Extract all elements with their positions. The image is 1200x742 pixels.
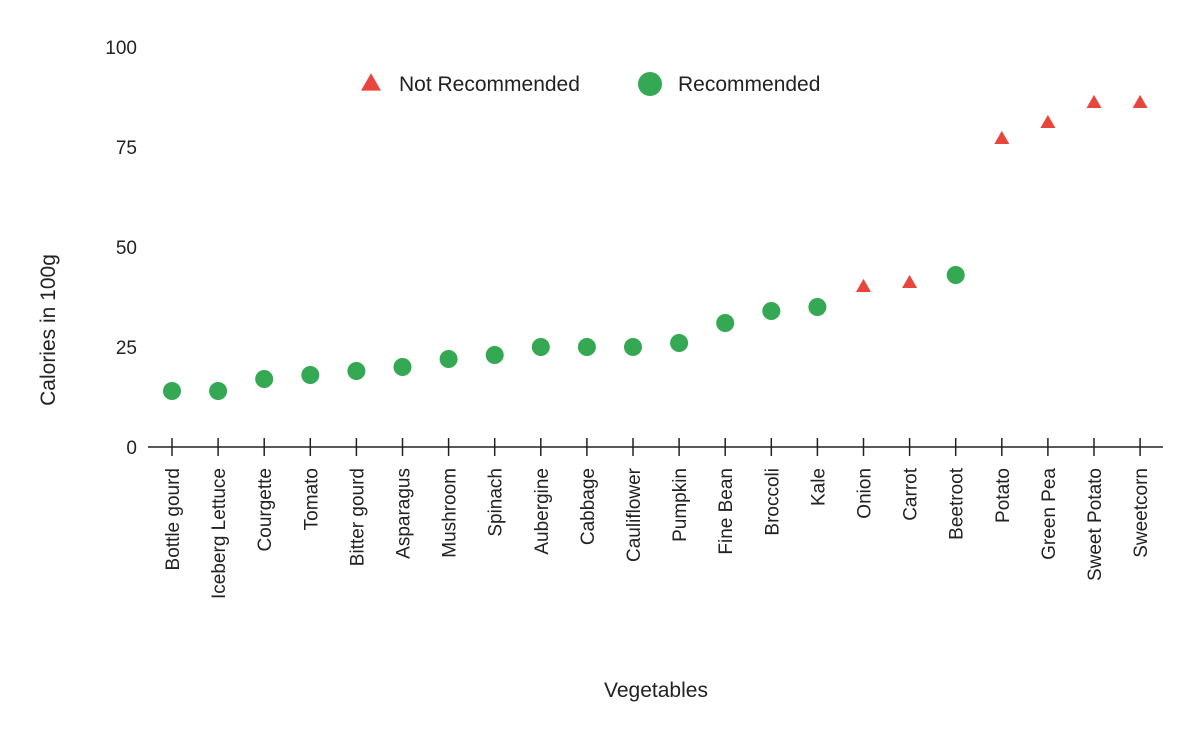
x-tick-label: Potato	[993, 468, 1014, 523]
y-tick-label: 75	[116, 138, 137, 159]
y-tick-label: 25	[116, 338, 137, 359]
x-tick-label: Kale	[808, 468, 829, 506]
x-tick-label: Green Pea	[1039, 468, 1060, 560]
data-point-not-recommended	[902, 274, 918, 288]
x-tick-label: Cabbage	[578, 468, 599, 545]
y-axis-ticks: 0 25 50 75 100	[105, 38, 137, 459]
y-tick-label: 100	[105, 38, 137, 59]
x-tick-label: Asparagus	[394, 468, 415, 559]
legend-label: Recommended	[678, 73, 820, 96]
data-point-recommended	[209, 382, 228, 400]
legend-circle-icon	[638, 72, 662, 96]
y-tick-label: 0	[126, 438, 137, 459]
data-point-recommended	[808, 298, 827, 316]
data-point-not-recommended	[994, 130, 1010, 144]
data-point-recommended	[762, 302, 781, 320]
data-point-recommended	[624, 338, 642, 356]
x-tick-label: Broccoli	[762, 468, 783, 536]
x-tick-label: Carrot	[901, 467, 922, 521]
legend: Not Recommended Recommended	[361, 72, 820, 96]
data-point-recommended	[393, 358, 412, 376]
x-tick-label: Courgette	[255, 468, 276, 551]
data-point-recommended	[946, 266, 965, 284]
x-tick-label: Sweet Potato	[1085, 468, 1106, 581]
data-point-recommended	[531, 338, 550, 356]
data-point-recommended	[485, 346, 504, 364]
x-tick-label: Beetroot	[947, 467, 968, 540]
data-point-recommended	[577, 338, 596, 356]
x-tick-label: Tomato	[301, 468, 322, 530]
data-point-recommended	[163, 382, 181, 400]
data-point-recommended	[347, 362, 366, 380]
x-axis-title: Vegetables	[604, 679, 708, 702]
x-tick-label: Iceberg Lettuce	[209, 468, 230, 599]
data-point-recommended	[301, 366, 320, 384]
data-point-recommended	[716, 314, 735, 332]
data-point-not-recommended	[1040, 114, 1056, 128]
data-point-not-recommended	[1132, 94, 1148, 108]
x-axis-ticks: Bottle gourd Iceberg Lettuce Courgette Toma…	[163, 438, 1152, 599]
y-tick-label: 50	[116, 238, 137, 259]
x-tick-label: Sweetcorn	[1131, 468, 1152, 558]
x-tick-label: Fine Bean	[716, 468, 737, 555]
data-point-not-recommended	[1086, 94, 1102, 108]
x-tick-label: Pumpkin	[670, 468, 691, 542]
x-tick-label: Bitter gourd	[347, 468, 368, 566]
x-tick-label: Onion	[855, 468, 876, 519]
data-point-recommended	[255, 370, 274, 388]
x-tick-label: Spinach	[486, 468, 507, 537]
data-points	[163, 94, 1148, 400]
x-tick-label: Bottle gourd	[163, 468, 184, 570]
x-tick-label: Mushroom	[440, 468, 461, 558]
data-point-recommended	[670, 334, 689, 352]
x-tick-label: Cauliflower	[624, 467, 645, 562]
legend-label: Not Recommended	[399, 73, 580, 96]
data-point-not-recommended	[856, 278, 871, 292]
y-axis-title: Calories in 100g	[37, 254, 60, 406]
legend-triangle-icon	[361, 73, 381, 91]
data-point-recommended	[439, 350, 458, 368]
x-tick-label: Aubergine	[532, 468, 553, 555]
